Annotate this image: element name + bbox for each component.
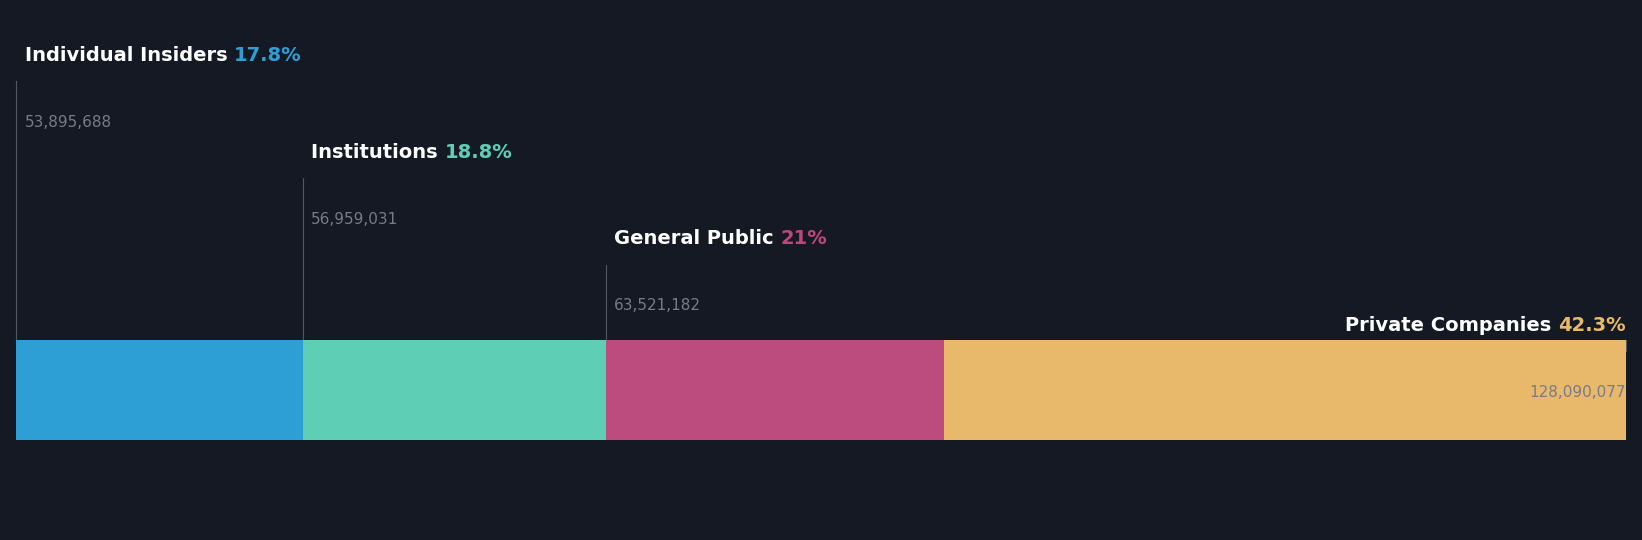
Text: 63,521,182: 63,521,182 <box>614 298 701 313</box>
Text: 17.8%: 17.8% <box>235 46 302 65</box>
Text: Private Companies: Private Companies <box>1345 316 1558 335</box>
Text: 42.3%: 42.3% <box>1558 316 1626 335</box>
Text: 128,090,077: 128,090,077 <box>1529 384 1626 400</box>
Text: General Public: General Public <box>614 230 780 248</box>
Bar <box>606 340 944 440</box>
Bar <box>944 340 1626 440</box>
Text: Institutions: Institutions <box>312 143 445 162</box>
Text: 18.8%: 18.8% <box>445 143 512 162</box>
Bar <box>304 340 606 440</box>
Text: Individual Insiders: Individual Insiders <box>25 46 235 65</box>
Bar <box>16 340 304 440</box>
Text: 53,895,688: 53,895,688 <box>25 114 112 130</box>
Text: 56,959,031: 56,959,031 <box>312 212 399 227</box>
Text: 21%: 21% <box>780 230 828 248</box>
